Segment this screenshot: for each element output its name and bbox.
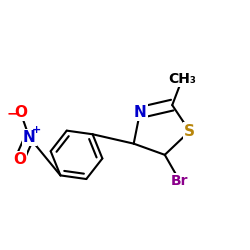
Text: N: N [23,130,36,145]
Text: N: N [134,105,146,120]
Text: CH₃: CH₃ [168,72,196,86]
Text: O: O [14,105,27,120]
Text: O: O [13,152,26,167]
Text: Br: Br [171,174,188,188]
Text: −: − [6,107,18,121]
Text: S: S [184,124,195,139]
Text: +: + [32,126,41,136]
